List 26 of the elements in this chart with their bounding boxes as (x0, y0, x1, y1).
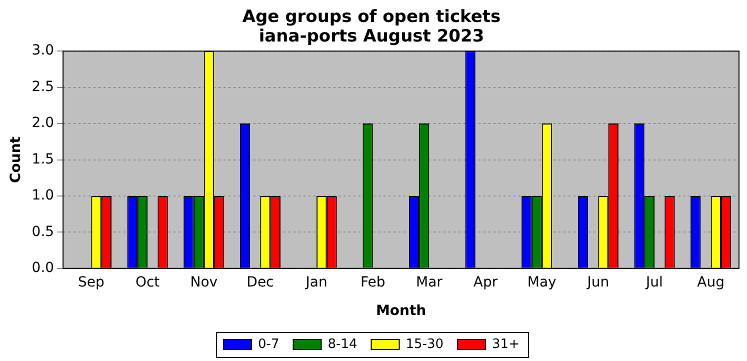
x-tick-label: Jun (586, 274, 610, 290)
legend-label: 8-14 (328, 336, 358, 352)
y-tick-label: 0.0 (32, 260, 54, 276)
legend-label: 0-7 (258, 336, 280, 352)
legend-label: 31+ (492, 336, 520, 352)
x-tick-label: Sep (78, 274, 105, 290)
x-tick-label: Dec (246, 274, 274, 290)
y-tick-label: 1.0 (32, 188, 54, 204)
x-tick-label: Nov (190, 274, 218, 290)
y-tick-label: 2.5 (32, 78, 54, 95)
x-tick-label: Aug (697, 274, 725, 290)
y-tick-label: 2.0 (32, 115, 54, 132)
chart-title: Age groups of open tickets iana-ports August 2023 (242, 7, 501, 47)
x-tick-label: Jan (304, 274, 328, 290)
x-tick-label: Mar (416, 274, 443, 290)
y-tick-label: 0.5 (32, 224, 54, 240)
y-tick-label: 1.5 (32, 151, 54, 168)
y-axis-title: Count (8, 136, 24, 184)
x-tick-label: Feb (360, 274, 386, 290)
x-tick-label: Oct (135, 274, 160, 290)
x-axis-title: Month (376, 303, 426, 320)
legend-label: 15-30 (406, 336, 444, 352)
x-tick-label: Apr (473, 274, 498, 290)
x-tick-label: May (527, 274, 556, 290)
x-tick-label: Jul (645, 274, 663, 290)
y-tick-label: 3.0 (32, 42, 54, 59)
